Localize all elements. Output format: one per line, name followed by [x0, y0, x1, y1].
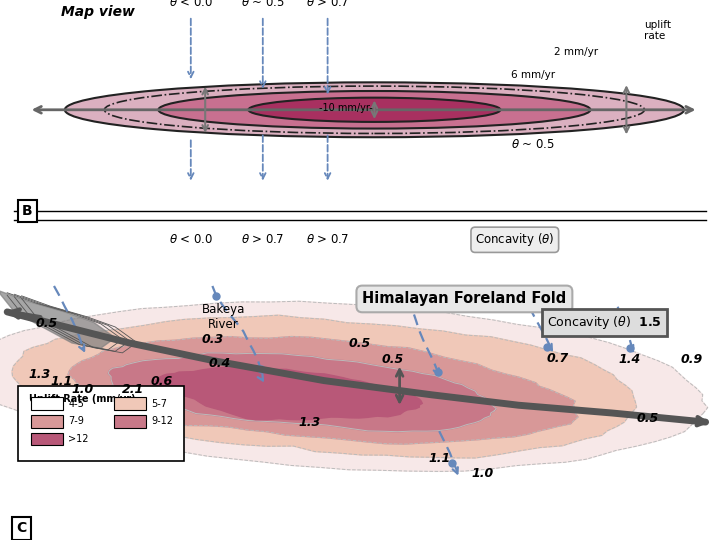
Text: >12: >12 [68, 434, 89, 444]
Text: 9-12: 9-12 [151, 416, 174, 426]
Text: $\theta$ < 0.0: $\theta$ < 0.0 [168, 233, 213, 246]
Polygon shape [0, 291, 115, 348]
Text: 2.1: 2.1 [122, 383, 144, 396]
Bar [31, 397, 63, 410]
Text: Concavity ($\theta$)  $\mathbf{1.5}$: Concavity ($\theta$) $\mathbf{1.5}$ [547, 314, 662, 331]
Ellipse shape [248, 98, 500, 122]
Polygon shape [108, 353, 496, 431]
Text: B: B [22, 204, 32, 218]
Text: Uplift Rate (mm/yr): Uplift Rate (mm/yr) [29, 394, 135, 403]
Text: 1.0: 1.0 [72, 383, 94, 396]
Bar [114, 397, 146, 410]
Text: 0.5: 0.5 [36, 317, 58, 330]
Text: 0.4: 0.4 [209, 357, 230, 370]
Text: 0.9: 0.9 [680, 353, 702, 366]
Text: C: C [17, 521, 27, 535]
Text: 2 mm/yr: 2 mm/yr [554, 47, 598, 57]
Polygon shape [68, 336, 578, 444]
Text: 0.5: 0.5 [637, 411, 659, 424]
Text: $\theta$ > 0.7: $\theta$ > 0.7 [306, 0, 349, 9]
Bar [114, 415, 146, 428]
Text: 5-7: 5-7 [151, 399, 167, 409]
Text: 0.5: 0.5 [382, 353, 403, 366]
Text: 1.1: 1.1 [428, 452, 450, 465]
Text: 4-5: 4-5 [68, 399, 84, 409]
Ellipse shape [65, 82, 684, 137]
Text: 1.4: 1.4 [619, 353, 641, 366]
Text: 1.3: 1.3 [29, 368, 50, 381]
Bar [31, 415, 63, 428]
Polygon shape [154, 367, 422, 420]
Text: $\theta$ > 0.7: $\theta$ > 0.7 [306, 233, 349, 246]
Text: Map view: Map view [61, 4, 135, 18]
Text: Himalayan Foreland Fold: Himalayan Foreland Fold [362, 292, 567, 306]
Text: 0.6: 0.6 [151, 375, 173, 388]
Text: Bakeya
River: Bakeya River [202, 303, 245, 331]
Text: uplift
rate: uplift rate [644, 20, 671, 41]
Text: -10 mm/yr-: -10 mm/yr- [319, 103, 372, 113]
Text: 0.3: 0.3 [202, 333, 223, 346]
Text: $\theta$ < 0.0: $\theta$ < 0.0 [168, 0, 213, 9]
Text: $\theta$ > 0.7: $\theta$ > 0.7 [241, 233, 284, 246]
Text: 1.1: 1.1 [50, 375, 72, 388]
Text: 1.0: 1.0 [472, 468, 493, 481]
Text: $\theta$ ~ 0.5: $\theta$ ~ 0.5 [240, 0, 285, 9]
Text: 1.3: 1.3 [299, 416, 320, 429]
Text: 0.5: 0.5 [349, 336, 371, 349]
Text: $\theta$ ~ 0.5: $\theta$ ~ 0.5 [510, 138, 555, 151]
Polygon shape [0, 301, 708, 471]
Text: 0.7: 0.7 [547, 352, 569, 365]
Text: 6 mm/yr: 6 mm/yr [511, 70, 555, 80]
Bar [18, 386, 184, 461]
Polygon shape [12, 315, 636, 458]
Text: 7-9: 7-9 [68, 416, 84, 426]
Text: Concavity ($\theta$): Concavity ($\theta$) [475, 231, 554, 248]
Bar [31, 433, 63, 445]
Ellipse shape [158, 91, 590, 129]
